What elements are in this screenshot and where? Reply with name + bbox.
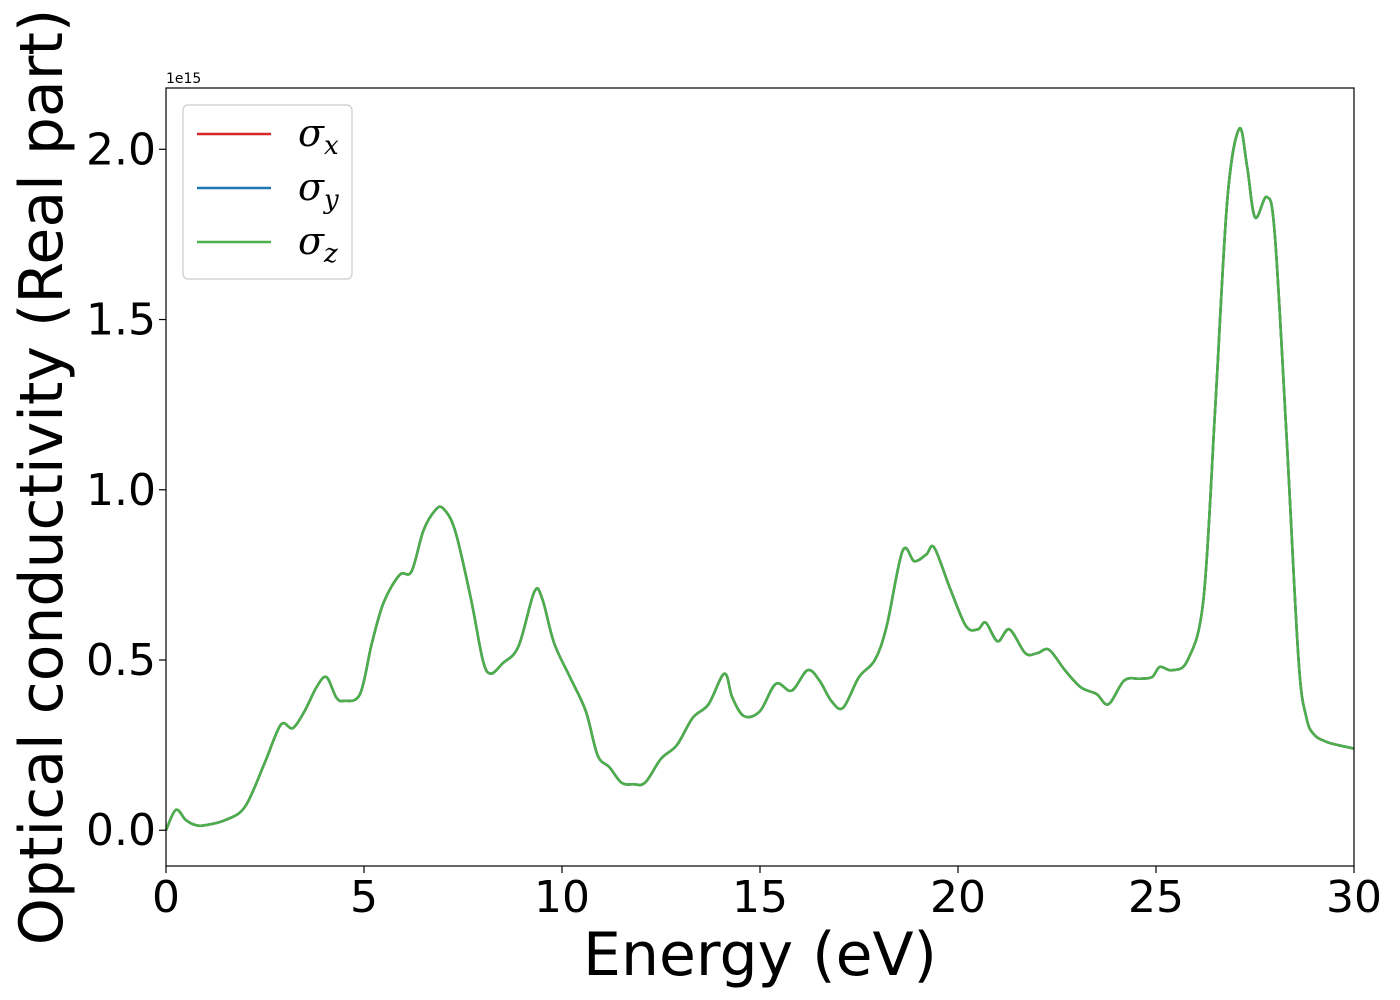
y-axis-title: Optical conductivity (Real part) bbox=[7, 9, 77, 946]
y-tick-label: 0.0 bbox=[86, 805, 156, 856]
x-axis-ticks: 0 5 10 15 20 25 30 bbox=[152, 866, 1382, 923]
x-tick-label: 5 bbox=[350, 872, 378, 923]
legend-label-z: σz bbox=[298, 219, 338, 269]
y-tick-label: 1.0 bbox=[86, 465, 156, 516]
y-tick-label: 1.5 bbox=[86, 295, 156, 346]
y-tick-label: 0.5 bbox=[86, 635, 156, 686]
y-axis-ticks: 0.0 0.5 1.0 1.5 2.0 bbox=[86, 124, 166, 856]
x-tick-label: 10 bbox=[534, 872, 590, 923]
x-tick-label: 20 bbox=[930, 872, 986, 923]
y-offset-label: 1e15 bbox=[166, 71, 201, 87]
x-tick-label: 30 bbox=[1326, 872, 1382, 923]
legend-label-x: σx bbox=[298, 111, 339, 161]
x-tick-label: 25 bbox=[1128, 872, 1184, 923]
legend-box bbox=[182, 104, 353, 280]
legend-label-y: σy bbox=[298, 165, 339, 215]
x-axis-title: Energy (eV) bbox=[583, 920, 937, 990]
series-line-3 bbox=[164, 126, 1355, 831]
x-tick-label: 15 bbox=[732, 872, 788, 923]
series-layer bbox=[164, 126, 1355, 831]
y-tick-label: 2.0 bbox=[86, 124, 156, 175]
x-tick-label: 0 bbox=[152, 872, 180, 923]
